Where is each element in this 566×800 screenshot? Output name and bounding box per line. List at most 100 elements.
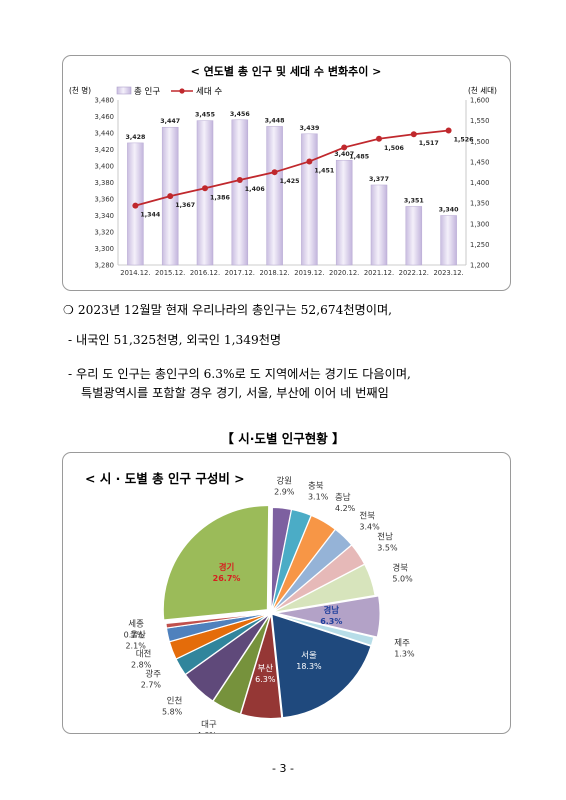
pie-slice-name: 인천: [167, 695, 183, 706]
population-bar: [231, 119, 249, 266]
right-tick-label: 1,500: [470, 138, 489, 146]
household-point: [271, 169, 278, 176]
chart-legend: 총 인구 세대 수: [116, 86, 222, 97]
pie-slice-name: 광주: [145, 669, 161, 680]
household-point-label: 1,506: [384, 145, 405, 152]
household-point-label: 1,526: [454, 137, 475, 144]
household-point: [167, 193, 174, 200]
household-point-label: 1,485: [349, 153, 369, 160]
household-line: [135, 129, 449, 207]
pie-slice-percent: 2.8%: [131, 661, 152, 670]
pie-slice-percent: 2.9%: [274, 488, 295, 497]
pie-slice: [240, 614, 283, 719]
population-bar-label: 3,439: [299, 125, 319, 132]
household-point: [376, 135, 382, 142]
x-tick-label: 2021.12.: [364, 269, 394, 277]
pie-slice-percent: 5.0%: [392, 574, 413, 583]
x-tick-label: 2023.12.: [433, 269, 463, 277]
population-bar: [440, 215, 457, 266]
household-point-label: 1,517: [419, 140, 439, 147]
pie-slice-percent: 4.2%: [335, 504, 356, 513]
pie-slice-name: 제주: [394, 638, 410, 648]
household-point-label: 1,386: [210, 194, 231, 201]
pie-slice-name: 충남: [335, 493, 351, 503]
left-tick-label: 3,340: [95, 212, 114, 220]
pie-slice-name: 부산: [257, 663, 273, 674]
population-bar-label: 3,407: [334, 151, 354, 158]
household-point: [306, 158, 313, 165]
population-bar: [196, 120, 214, 266]
household-point-label: 1,425: [280, 178, 300, 185]
household-point: [236, 177, 243, 184]
pie-slice-name: 대전: [136, 649, 152, 660]
population-bar-label: 3,455: [195, 112, 215, 119]
left-tick-label: 3,440: [95, 130, 114, 138]
page-number: - 3 -: [272, 762, 294, 775]
population-bar-label: 3,351: [404, 197, 424, 204]
left-axis-unit: (천 명): [69, 85, 91, 95]
pie-slice-percent: 1.3%: [394, 649, 415, 658]
regional-population-pie-chart: < 시 · 도별 총 인구 구성비 > 강원 2.9% 충북 3.1% 충남 4.2% 전북…: [62, 452, 511, 740]
population-bar: [301, 133, 318, 266]
pie-slice-percent: 18.3%: [296, 662, 322, 671]
x-tick-label: 2018.12.: [259, 269, 289, 277]
pie-slice: [162, 505, 270, 621]
pie-slice-name: 경북: [392, 562, 408, 573]
pie-slice-percent: 6.3%: [255, 675, 276, 684]
x-tick-label: 2015.12.: [155, 269, 185, 277]
left-tick-label: 3,480: [95, 97, 114, 105]
x-tick-label: 2022.12.: [399, 269, 429, 277]
household-point: [341, 144, 348, 151]
right-tick-label: 1,300: [470, 220, 489, 228]
pie-slice: [272, 612, 375, 647]
x-tick-label: 2016.12.: [190, 269, 220, 277]
pie-slice-name: 울산: [130, 630, 146, 641]
pie-slice-percent: 5.8%: [162, 707, 183, 716]
pie-slice-name: 충북: [308, 481, 324, 491]
population-bar: [335, 159, 353, 266]
pie-slice: [272, 563, 376, 614]
household-point-label: 1,451: [314, 167, 334, 174]
population-bar: [370, 184, 388, 266]
province-rank-text-cont: 특별광역시를 포함할 경우 경기, 서울, 부산에 이어 네 번째임: [81, 386, 389, 400]
population-household-chart-svg: < 연도별 총 인구 및 세대 수 변화추이 > (천 명) (천 세대) 총 …: [69, 64, 497, 277]
household-point: [410, 131, 417, 138]
x-tick-label: 2017.12.: [225, 269, 255, 277]
population-bar-label: 3,377: [369, 176, 389, 183]
regional-population-pie-svg: < 시 · 도별 총 인구 구성비 > 강원2.9% 충북3.1% 충남4.2%전북…: [85, 471, 415, 740]
x-tick-label: 2019.12.: [294, 269, 324, 277]
population-bar-label: 3,340: [439, 207, 460, 214]
population-bar-label: 3,428: [125, 134, 145, 141]
pie-slice-percent: 2.1%: [125, 642, 146, 651]
left-tick-label: 3,300: [95, 245, 114, 253]
left-tick-label: 3,420: [95, 146, 114, 154]
legend-line-marker: [179, 88, 185, 94]
household-point-label: 1,344: [140, 212, 161, 219]
right-tick-label: 1,200: [470, 262, 489, 270]
pie-slice-name: 강원: [276, 476, 292, 487]
left-tick-label: 3,320: [95, 229, 114, 237]
pie-slice-percent: 0.7%: [124, 630, 145, 639]
pie-slice-percent: 26.7%: [213, 574, 241, 583]
right-tick-label: 1,450: [470, 158, 489, 166]
household-point: [202, 185, 208, 192]
domestic-foreign-text: - 내국인 51,325천명, 외국인 1,349천명: [68, 333, 282, 347]
pie-slice-percent: 3.4%: [359, 522, 380, 531]
right-tick-label: 1,250: [470, 241, 489, 249]
summary-paragraph: ❍ 2023년 12월말 현재 우리나라의 총인구는 52,674천명이며,: [63, 301, 392, 320]
pie-slice-name: 전남: [377, 532, 393, 543]
x-tick-label: 2020.12.: [329, 269, 359, 277]
pie-slice-name: 대구: [201, 720, 217, 730]
pie-slice-percent: 6.3%: [320, 617, 342, 626]
chart-title: < 연도별 총 인구 및 세대 수 변화추이 >: [191, 64, 382, 78]
population-bar-label: 3,448: [265, 117, 285, 124]
pie-slice-percent: 2.7%: [141, 681, 162, 690]
household-point: [445, 127, 452, 134]
population-household-chart: < 연도별 총 인구 및 세대 수 변화추이 > (천 명) (천 세대) 총 …: [62, 55, 511, 291]
pie-slice: [275, 595, 381, 638]
household-point-label: 1,367: [175, 202, 195, 209]
pie-slice: [271, 613, 372, 719]
legend-line-label: 세대 수: [196, 87, 222, 97]
left-tick-label: 3,400: [95, 163, 114, 171]
pie-slice: [165, 612, 270, 629]
